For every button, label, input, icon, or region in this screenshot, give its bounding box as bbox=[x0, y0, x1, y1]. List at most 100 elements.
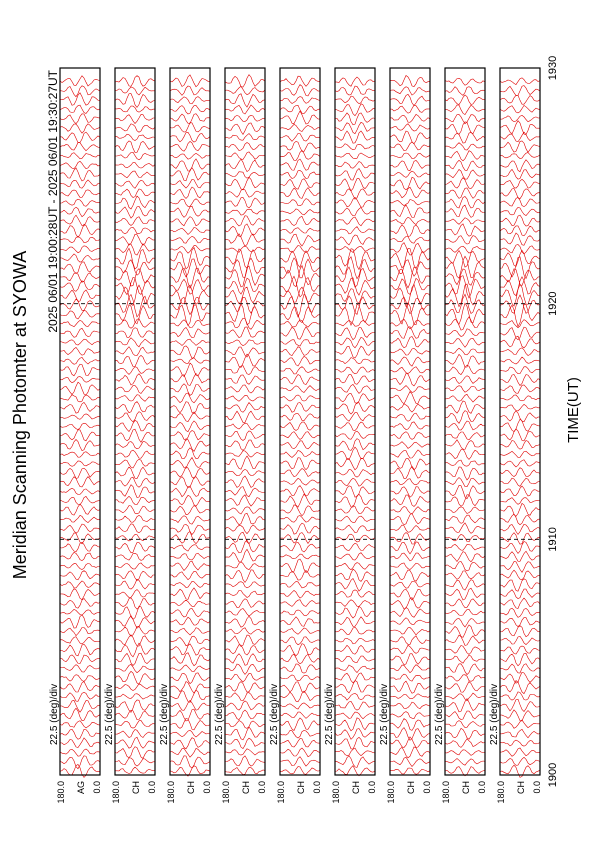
scan-trace bbox=[114, 327, 156, 338]
scan-trace bbox=[444, 121, 486, 135]
scan-trace bbox=[279, 124, 321, 132]
scan-trace bbox=[224, 339, 266, 346]
scan-trace bbox=[444, 698, 486, 713]
scan-trace bbox=[279, 738, 321, 748]
scan-trace bbox=[59, 439, 101, 451]
scan-trace bbox=[59, 707, 101, 722]
scan-trace bbox=[59, 609, 101, 616]
panel-top-label: 180.0 bbox=[331, 781, 341, 804]
scan-trace bbox=[334, 493, 376, 508]
scan-trace bbox=[114, 373, 156, 386]
scan-trace bbox=[499, 214, 541, 227]
scan-trace bbox=[224, 468, 266, 477]
scan-trace bbox=[169, 524, 211, 535]
scan-trace bbox=[279, 468, 321, 477]
scan-trace bbox=[114, 346, 156, 356]
scan-trace bbox=[114, 652, 156, 666]
scan-trace bbox=[499, 467, 541, 477]
scan-trace bbox=[279, 542, 321, 553]
scan-trace bbox=[444, 579, 486, 591]
scan-trace bbox=[279, 216, 321, 226]
scan-trace bbox=[279, 402, 321, 413]
panel-frame bbox=[169, 67, 211, 776]
scan-trace bbox=[444, 245, 485, 254]
scan-trace bbox=[444, 674, 486, 682]
scan-trace bbox=[334, 717, 376, 732]
scan-trace bbox=[389, 141, 431, 152]
scan-trace bbox=[224, 171, 266, 179]
scan-trace bbox=[224, 692, 266, 702]
scan-trace bbox=[334, 196, 376, 208]
scan-trace bbox=[169, 438, 211, 452]
scan-trace bbox=[169, 708, 211, 722]
scan-trace bbox=[224, 627, 266, 635]
scan-trace bbox=[444, 347, 486, 356]
scan-trace bbox=[389, 403, 431, 413]
scan-trace bbox=[499, 335, 541, 349]
scan-trace bbox=[224, 506, 266, 515]
scan-trace bbox=[169, 304, 211, 327]
scan-trace bbox=[279, 227, 321, 234]
scan-trace bbox=[224, 561, 266, 570]
scan-trace bbox=[279, 413, 321, 422]
scan-trace bbox=[224, 512, 266, 526]
panel-top-label: 180.0 bbox=[496, 781, 506, 804]
scan-trace bbox=[444, 749, 486, 756]
scan-trace bbox=[444, 439, 486, 450]
scan-trace bbox=[169, 430, 211, 441]
scan-trace bbox=[334, 421, 376, 431]
scan-trace bbox=[389, 236, 431, 244]
scan-trace bbox=[444, 302, 486, 325]
scan-trace bbox=[169, 755, 211, 769]
scan-trace bbox=[499, 225, 541, 237]
scan-trace bbox=[389, 727, 431, 741]
scan-trace bbox=[279, 690, 321, 703]
scan-trace bbox=[279, 275, 320, 298]
scan-trace bbox=[499, 366, 541, 375]
scan-trace bbox=[444, 466, 486, 481]
scan-trace bbox=[279, 250, 321, 269]
scan-trace bbox=[59, 570, 101, 581]
scan-trace bbox=[279, 653, 321, 665]
panel-bottom-label: 0.0 bbox=[422, 781, 432, 794]
scan-trace bbox=[169, 466, 211, 480]
scan-trace bbox=[59, 597, 101, 609]
scan-trace bbox=[224, 286, 266, 305]
scan-trace bbox=[224, 737, 266, 750]
scan-trace bbox=[224, 548, 266, 563]
scan-trace bbox=[224, 365, 266, 375]
panel-bottom-label: 0.0 bbox=[532, 781, 542, 794]
scan-trace bbox=[279, 711, 321, 719]
scan-trace bbox=[500, 276, 541, 297]
scan-trace bbox=[59, 720, 101, 729]
scan-trace bbox=[279, 756, 321, 767]
scan-trace bbox=[169, 635, 211, 647]
scan-trace bbox=[334, 320, 376, 327]
scan-trace bbox=[444, 131, 486, 144]
scan-trace bbox=[444, 514, 486, 524]
scan-trace bbox=[59, 338, 101, 346]
scan-trace bbox=[114, 505, 156, 515]
scan-trace bbox=[389, 266, 431, 289]
scan-trace bbox=[114, 216, 156, 226]
scan-trace bbox=[444, 94, 486, 105]
scan-trace bbox=[389, 644, 431, 655]
scan-trace bbox=[279, 450, 321, 458]
panel-channel: CH bbox=[131, 781, 141, 794]
scan-trace bbox=[114, 93, 156, 108]
scan-trace bbox=[499, 617, 541, 628]
scan-trace bbox=[499, 168, 541, 180]
scan-trace bbox=[59, 214, 101, 227]
scan-trace bbox=[59, 376, 101, 384]
panel-channel: CH bbox=[461, 781, 471, 794]
scan-trace bbox=[59, 755, 101, 770]
scan-trace bbox=[279, 493, 321, 508]
scan-trace bbox=[114, 170, 156, 179]
scan-trace bbox=[500, 374, 541, 386]
scan-trace bbox=[444, 255, 486, 279]
panel-bottom-label: 0.0 bbox=[257, 781, 267, 794]
scan-trace bbox=[169, 476, 211, 488]
scan-trace bbox=[389, 356, 431, 367]
scan-trace bbox=[499, 95, 541, 105]
scan-trace bbox=[389, 606, 431, 618]
